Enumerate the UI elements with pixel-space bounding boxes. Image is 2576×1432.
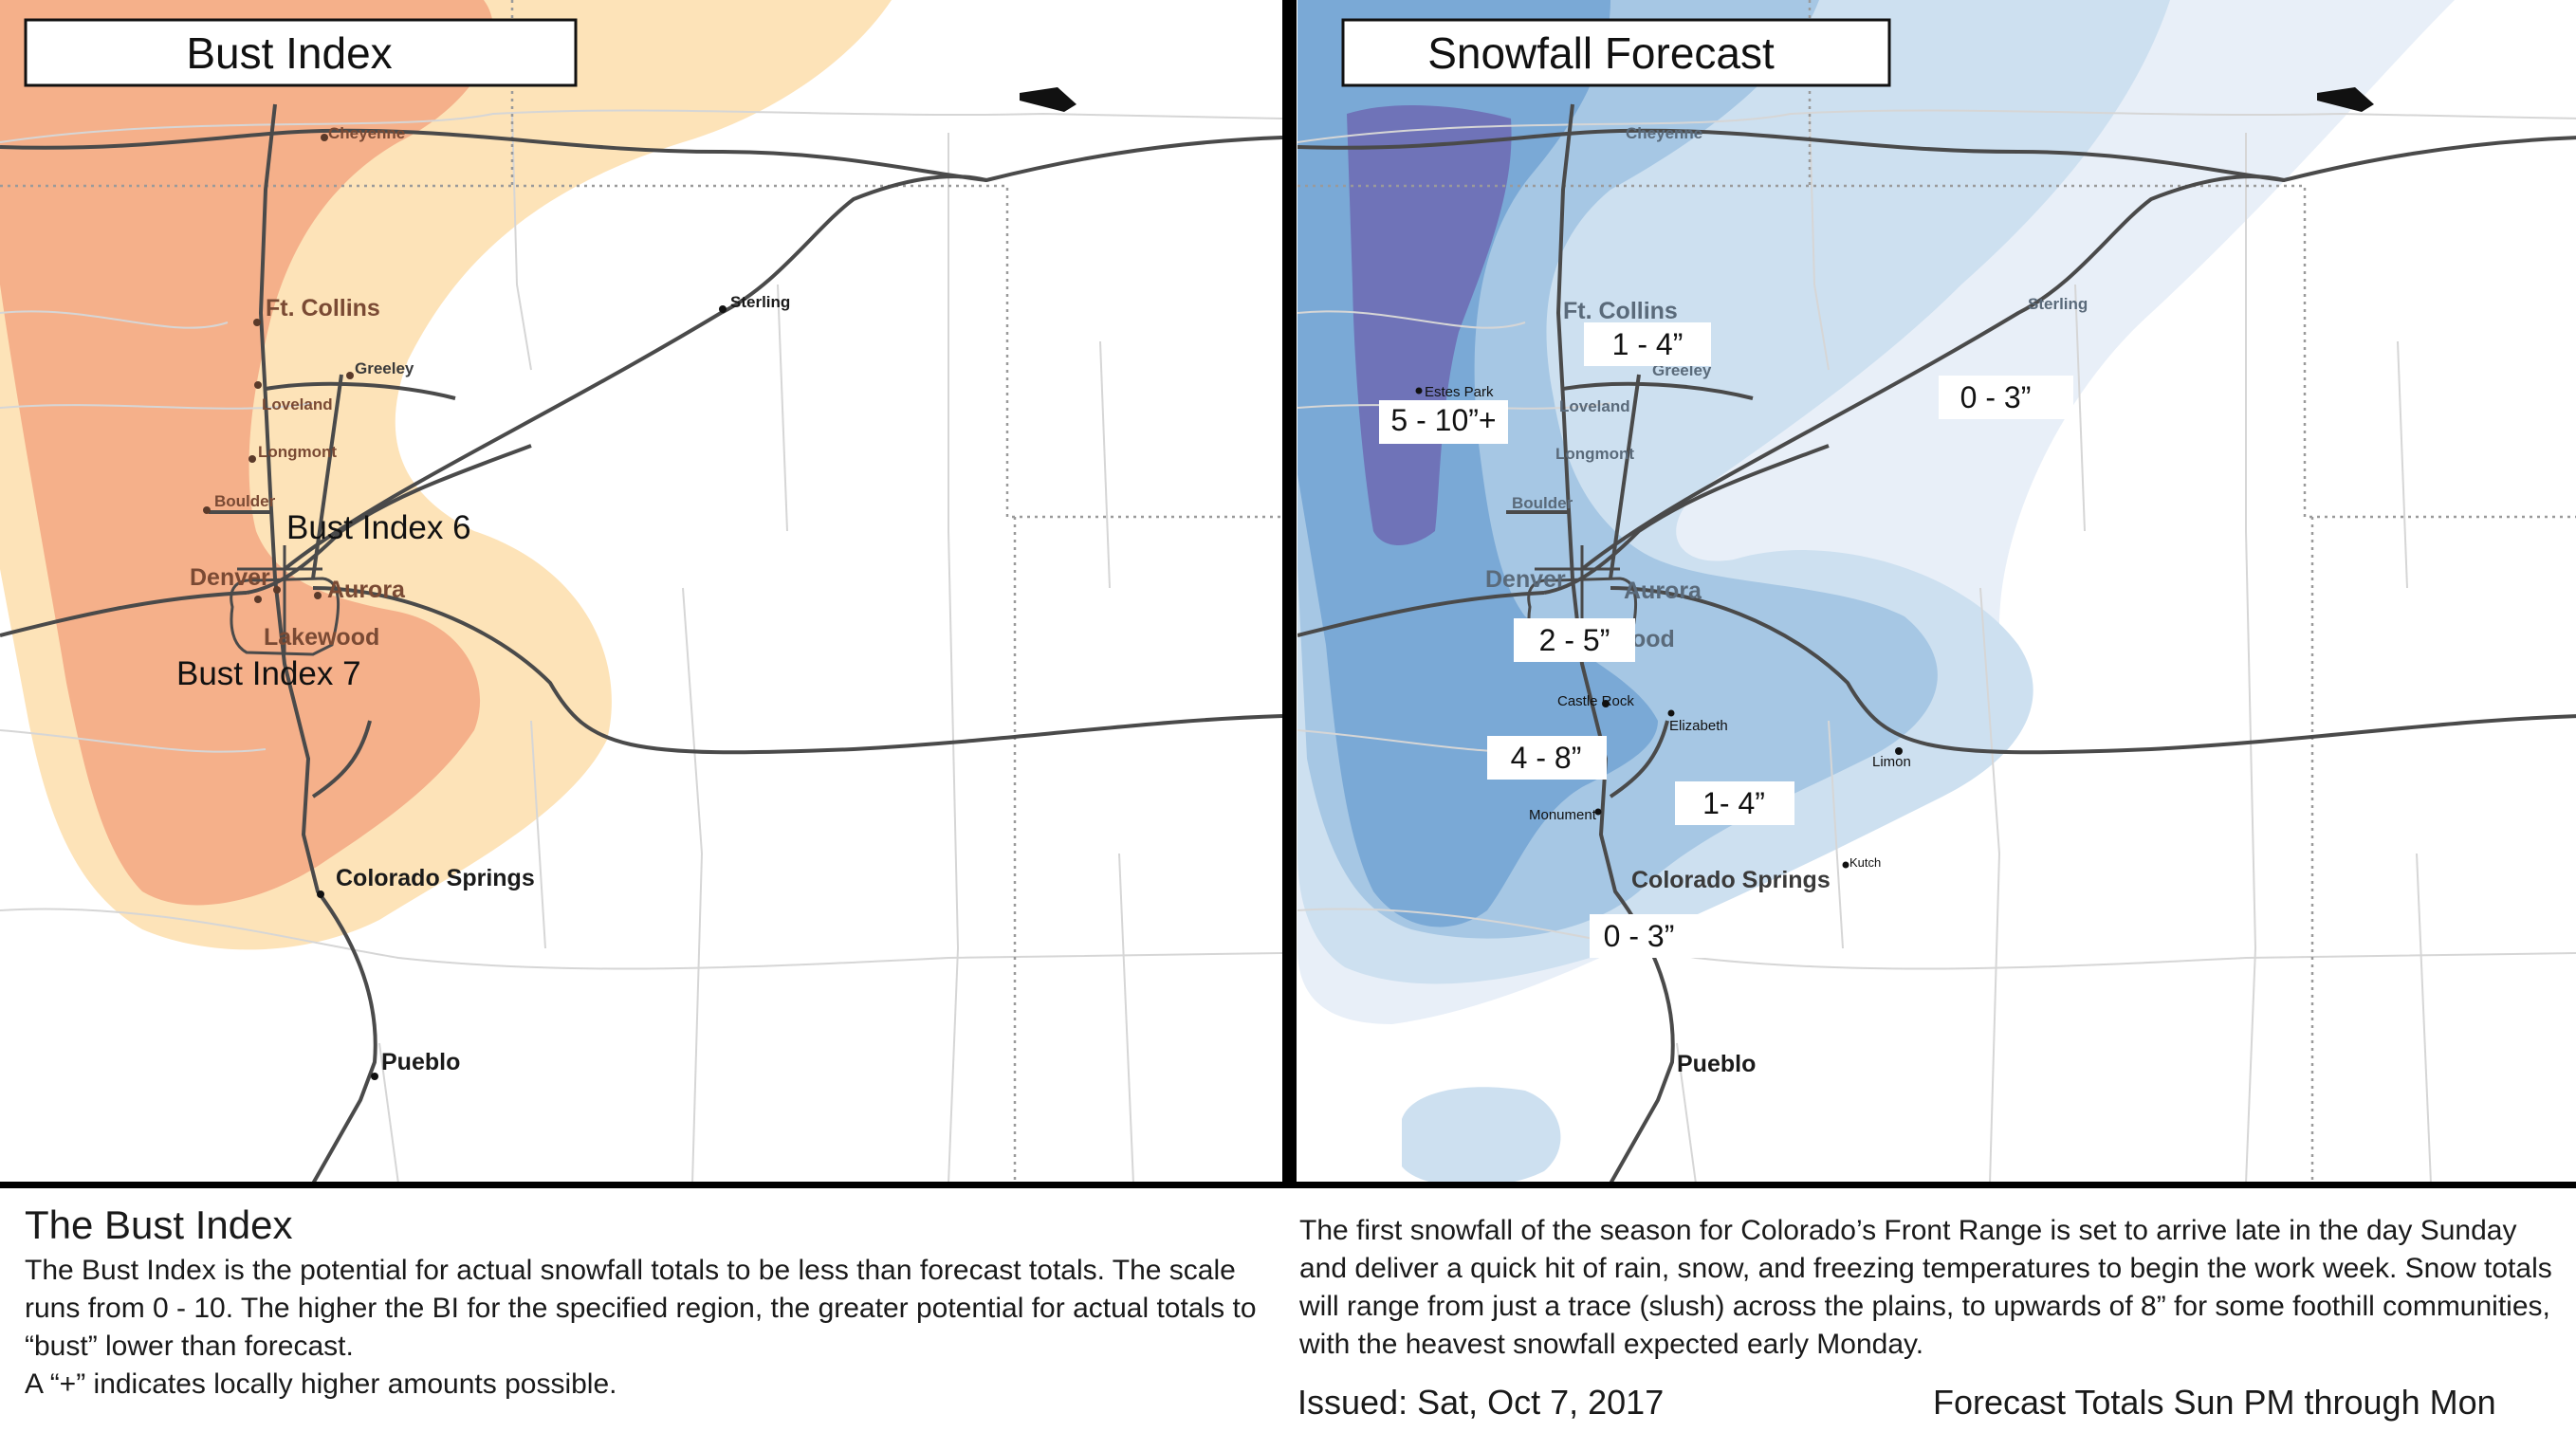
amount-label-denver: 2 - 5”: [1539, 623, 1610, 657]
city-colorado-springs: Colorado Springs: [336, 865, 535, 891]
city-cheyenne: Cheyenne: [328, 124, 405, 142]
city-ft-collins: Ft. Collins: [266, 295, 380, 321]
amount-label-estes-park: 5 - 10”+: [1390, 403, 1496, 437]
city-boulder: Boulder: [214, 492, 276, 510]
city-denver: Denver: [1485, 566, 1566, 593]
city-limon: Limon: [1872, 754, 1911, 770]
city-longmont: Longmont: [258, 443, 337, 461]
city-elizabeth: Elizabeth: [1669, 718, 1728, 734]
bust-index-heading: The Bust Index: [25, 1203, 293, 1247]
city-lakewood-partial: ood: [1631, 626, 1675, 652]
city-pueblo: Pueblo: [381, 1049, 460, 1075]
forecast-summary: The first snowfall of the season for Col…: [1299, 1215, 2552, 1360]
city-estes-park: Estes Park: [1425, 384, 1494, 400]
forecast-valid-period: Forecast Totals Sun PM through Mon: [1933, 1383, 2496, 1422]
city-castle-rock: Castle Rock: [1557, 693, 1634, 709]
city-sterling: Sterling: [730, 293, 790, 311]
amount-label-elbert-county: 1- 4”: [1702, 786, 1765, 820]
footer-divider: [0, 1182, 2576, 1188]
city-aurora: Aurora: [1624, 578, 1702, 604]
city-aurora: Aurora: [327, 577, 406, 603]
city-pueblo: Pueblo: [1677, 1051, 1756, 1077]
city-colorado-springs: Colorado Springs: [1631, 867, 1831, 893]
city-kutch: Kutch: [1849, 855, 1881, 870]
city-loveland: Loveland: [1559, 397, 1630, 415]
snowfall-forecast-map: Cheyenne Ft. Collins Greeley Loveland Lo…: [1297, 0, 2576, 1184]
bust-index-description: The Bust Index is the potential for actu…: [25, 1252, 1258, 1404]
amount-label-ft-collins: 1 - 4”: [1612, 327, 1684, 361]
bust-index-6-label: Bust Index 6: [286, 509, 471, 546]
city-greeley: Greeley: [355, 359, 414, 377]
city-cheyenne: Cheyenne: [1626, 124, 1702, 142]
city-boulder: Boulder: [1512, 494, 1573, 512]
bust-index-map: Cheyenne Ft. Collins Greeley Loveland Lo…: [0, 0, 1282, 1184]
snow-band-raton-blob: [1402, 1087, 1561, 1184]
city-monument: Monument: [1529, 807, 1597, 823]
amount-label-palmer-divide: 4 - 8”: [1511, 741, 1582, 775]
panel-divider: [1282, 0, 1297, 1187]
city-sterling: Sterling: [2028, 295, 2088, 313]
issued-date: Issued: Sat, Oct 7, 2017: [1297, 1383, 1665, 1422]
city-longmont: Longmont: [1555, 445, 1634, 463]
bust-index-7-label: Bust Index 7: [176, 655, 361, 692]
bust-index-high-zone: [0, 0, 493, 906]
city-lakewood: Lakewood: [264, 624, 379, 651]
bust-index-title: Bust Index: [186, 28, 392, 78]
city-ft-collins: Ft. Collins: [1563, 298, 1678, 324]
city-denver: Denver: [190, 564, 270, 591]
bust-index-note: A “+” indicates locally higher amounts p…: [25, 1368, 617, 1400]
snowfall-forecast-title: Snowfall Forecast: [1427, 28, 1775, 78]
amount-label-colorado-springs: 0 - 3”: [1604, 919, 1675, 953]
city-loveland: Loveland: [262, 395, 333, 413]
amount-label-plains: 0 - 3”: [1960, 380, 2032, 414]
bust-index-body: The Bust Index is the potential for actu…: [25, 1255, 1257, 1362]
